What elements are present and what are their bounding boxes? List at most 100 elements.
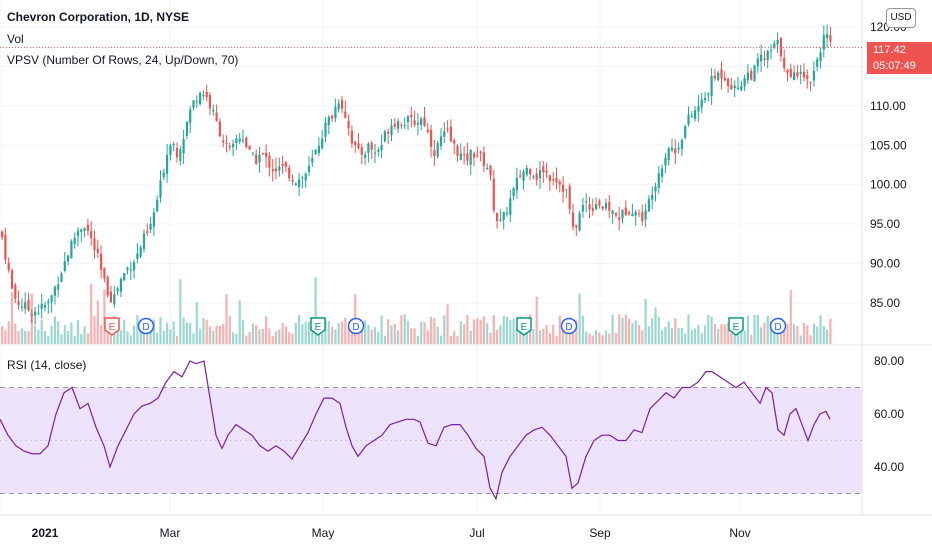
candle-body bbox=[317, 145, 320, 154]
volume-bar bbox=[420, 321, 423, 344]
candle-body bbox=[397, 121, 400, 129]
candle-body bbox=[208, 95, 212, 109]
candle-body bbox=[248, 145, 251, 150]
price-axis-tick-label: 100.00 bbox=[870, 178, 907, 192]
candle-body bbox=[205, 91, 208, 98]
volume-bar bbox=[60, 334, 63, 344]
volume-bar bbox=[7, 321, 10, 344]
volume-bar bbox=[37, 330, 40, 344]
candle-body bbox=[410, 114, 413, 118]
candle-body bbox=[255, 154, 258, 164]
volume-bar bbox=[416, 335, 419, 344]
volume-bar bbox=[228, 316, 231, 344]
candle-body bbox=[773, 43, 776, 49]
candle-body bbox=[27, 300, 30, 311]
candle-body bbox=[60, 273, 63, 282]
volume-bar bbox=[232, 332, 235, 344]
volume-bar bbox=[156, 332, 159, 344]
candle-body bbox=[344, 111, 347, 118]
volume-bar bbox=[314, 277, 317, 344]
volume-bar bbox=[179, 279, 182, 344]
volume-bar bbox=[251, 323, 254, 344]
candle-body bbox=[760, 54, 763, 62]
candle-body bbox=[769, 50, 773, 52]
candle-body bbox=[76, 230, 80, 236]
volume-bar bbox=[750, 334, 753, 344]
volume-bar bbox=[274, 331, 278, 344]
candle-body bbox=[192, 100, 195, 108]
volume-bar bbox=[192, 333, 195, 344]
candle-body bbox=[588, 204, 591, 210]
candle-body bbox=[802, 71, 806, 78]
volume-bar bbox=[67, 330, 70, 344]
volume-bar bbox=[212, 331, 215, 344]
volume-bar bbox=[763, 322, 766, 344]
candle-body bbox=[324, 122, 327, 137]
volume-bar bbox=[472, 319, 476, 344]
candle-body bbox=[449, 126, 452, 142]
volume-bar bbox=[288, 332, 291, 344]
candle-body bbox=[799, 71, 802, 74]
volume-bar bbox=[202, 318, 205, 344]
candle-body bbox=[565, 189, 568, 191]
candle-body bbox=[687, 115, 690, 125]
candle-body bbox=[522, 171, 525, 181]
candle-body bbox=[766, 50, 769, 61]
candle-body bbox=[456, 145, 459, 156]
candle-body bbox=[271, 169, 274, 172]
candle-body bbox=[614, 213, 617, 216]
volume-bar bbox=[631, 323, 634, 344]
volume-bar bbox=[482, 316, 485, 344]
volume-bar bbox=[50, 325, 53, 344]
volume-bar bbox=[684, 333, 687, 344]
volume-bar bbox=[492, 315, 495, 344]
candle-body bbox=[350, 130, 353, 144]
candle-body bbox=[90, 231, 93, 239]
volume-bar bbox=[116, 326, 119, 344]
candle-body bbox=[228, 146, 231, 148]
volume-bar bbox=[575, 319, 578, 344]
candle-body bbox=[525, 167, 528, 175]
candle-body bbox=[70, 241, 73, 259]
candle-body bbox=[166, 154, 169, 174]
candle-body bbox=[571, 212, 575, 227]
volume-bar bbox=[133, 325, 136, 344]
volume-bar bbox=[47, 335, 50, 344]
volume-bar bbox=[347, 326, 350, 344]
price-axis-tick-label: 95.00 bbox=[870, 217, 900, 231]
candle-body bbox=[73, 237, 76, 245]
candle-body bbox=[162, 172, 165, 178]
volume-bar bbox=[327, 321, 330, 344]
volume-bar bbox=[53, 316, 56, 344]
volume-bar bbox=[86, 333, 89, 344]
candle-body bbox=[284, 162, 287, 167]
volume-bar bbox=[710, 316, 713, 344]
volume-bar bbox=[393, 324, 396, 344]
candle-body bbox=[740, 85, 743, 90]
volume-bar bbox=[562, 322, 565, 344]
price-axis-tick-label: 85.00 bbox=[870, 296, 900, 310]
volume-bar bbox=[410, 328, 413, 344]
volume-bar bbox=[103, 289, 106, 344]
volume-bar bbox=[773, 332, 776, 344]
volume-bar bbox=[555, 335, 558, 344]
candle-body bbox=[245, 137, 248, 147]
volume-bar bbox=[397, 330, 400, 344]
currency-button[interactable]: USD bbox=[886, 8, 916, 28]
candle-body bbox=[595, 203, 598, 209]
candle-body bbox=[628, 212, 631, 215]
candle-body bbox=[357, 143, 360, 148]
volume-bar bbox=[489, 332, 492, 344]
candle-body bbox=[4, 234, 7, 260]
candle-body bbox=[189, 109, 192, 123]
candle-body bbox=[812, 70, 815, 81]
volume-bar bbox=[822, 325, 825, 344]
candle-body bbox=[347, 120, 350, 129]
candle-body bbox=[703, 97, 707, 101]
candle-body bbox=[80, 229, 83, 232]
volume-bar bbox=[238, 300, 241, 344]
volume-bar bbox=[149, 328, 152, 344]
candle-body bbox=[568, 186, 571, 210]
candle-body bbox=[548, 175, 551, 182]
